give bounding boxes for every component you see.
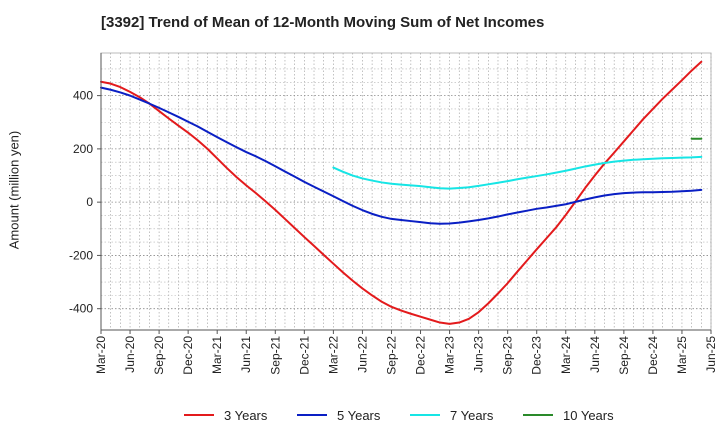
x-tick-label: Jun-24 (588, 336, 602, 373)
legend-label-7-years: 7 Years (450, 408, 494, 423)
legend: 3 Years 5 Years 7 Years 10 Years (184, 408, 614, 423)
x-tick-label: Dec-20 (181, 336, 195, 375)
x-tick-label: Jun-23 (472, 336, 486, 373)
x-tick-label: Dec-23 (530, 336, 544, 375)
x-tick-label: Mar-24 (559, 336, 573, 374)
series-line-5-years (100, 86, 703, 225)
x-tick-labels: Mar-20 Jun-20 Sep-20 Dec-20 Mar-21 Jun-21 Sep-… (94, 330, 718, 375)
x-tick-label: Sep-23 (501, 336, 515, 375)
y-tick-label: 200 (73, 142, 93, 156)
x-tick-label: Sep-20 (152, 336, 166, 375)
x-tick-label: Sep-21 (268, 336, 282, 375)
x-tick-label: Jun-25 (704, 336, 718, 373)
x-tick-label: Sep-24 (617, 336, 631, 375)
x-tick-label: Jun-22 (355, 336, 369, 373)
x-tick-label: Dec-24 (646, 336, 660, 375)
grid (100, 53, 712, 330)
plot-area (100, 52, 712, 331)
x-tick-label: Jun-21 (239, 336, 253, 373)
legend-label-3-years: 3 Years (224, 408, 268, 423)
y-tick-label: -400 (69, 302, 93, 316)
series-line-7-years (332, 155, 703, 190)
y-tick-label: 400 (73, 89, 93, 103)
x-tick-label: Mar-23 (443, 336, 457, 374)
x-tick-label: Mar-22 (326, 336, 340, 374)
y-tick-label: 0 (86, 195, 93, 209)
y-tick-label: -200 (69, 248, 93, 262)
series-line-3-years (100, 60, 703, 325)
x-tick-label: Jun-20 (123, 336, 137, 373)
x-tick-label: Dec-22 (414, 336, 428, 375)
y-tick-labels: 400 200 0 -200 -400 (69, 89, 101, 316)
x-tick-label: Mar-21 (210, 336, 224, 374)
x-tick-label: Mar-20 (94, 336, 108, 374)
x-tick-label: Mar-25 (675, 336, 689, 374)
chart-title: [3392] Trend of Mean of 12-Month Moving … (101, 14, 545, 31)
x-tick-label: Sep-22 (384, 336, 398, 375)
legend-label-10-years: 10 Years (563, 408, 614, 423)
legend-label-5-years: 5 Years (337, 408, 381, 423)
series-lines (100, 60, 703, 325)
x-tick-label: Dec-21 (297, 336, 311, 375)
